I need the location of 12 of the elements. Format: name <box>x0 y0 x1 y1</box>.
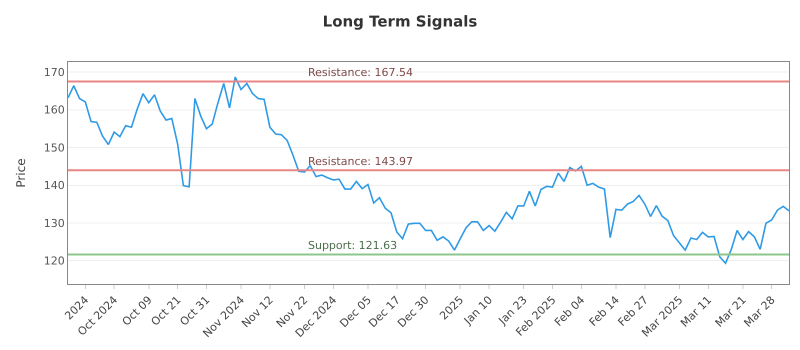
y-tick-label: 120 <box>44 254 65 268</box>
y-tick-label: 160 <box>44 104 65 117</box>
ref-line-label: Resistance: 167.54 <box>308 66 413 79</box>
y-tick-label: 140 <box>44 179 65 192</box>
y-axis-title: Price <box>14 158 28 188</box>
y-tick-label: 130 <box>44 216 65 230</box>
y-tick-label: 170 <box>44 66 65 80</box>
ref-line-label: Resistance: 143.97 <box>308 155 413 168</box>
ref-line-label: Support: 121.63 <box>308 239 398 252</box>
chart-title: Long Term Signals <box>322 12 478 30</box>
y-tick-label: 150 <box>44 141 65 154</box>
line-series <box>68 76 789 264</box>
